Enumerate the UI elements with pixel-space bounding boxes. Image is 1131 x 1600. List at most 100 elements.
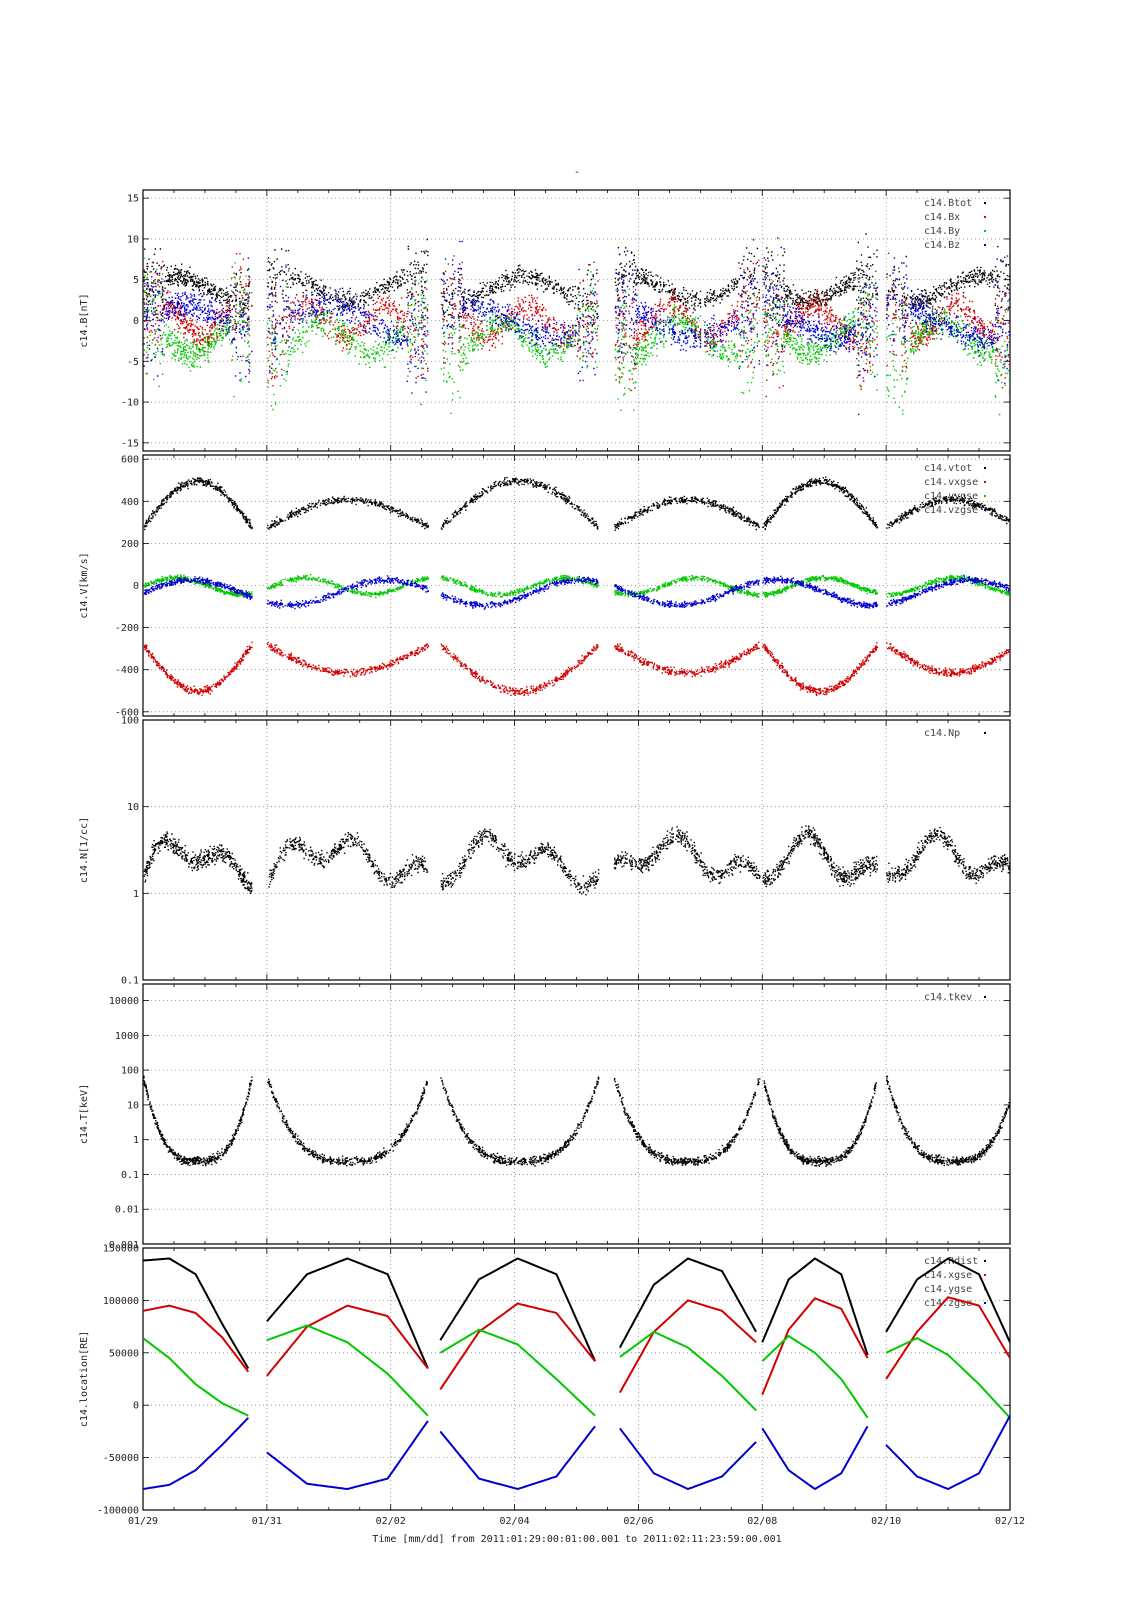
orbit-curve-x (619, 1299, 757, 1394)
legend-entry: c14.vxgse (924, 477, 978, 488)
panel-frame (142, 1247, 1011, 1511)
y-axis-label: c14.location[RE] (79, 1331, 90, 1427)
y-tick-label: -15 (121, 438, 139, 449)
legend-marker (984, 216, 986, 218)
series-points-green (143, 254, 1010, 416)
orbit-curve-z (1022, 1442, 1090, 1486)
panel-B: -15 -10 -5 0 5 10 15 c14.B[nT] c14.Btot c14.Bx c14… (79, 189, 1011, 452)
orbit-curve-y (761, 1334, 869, 1419)
x-tick-label: 02/08 (747, 1516, 777, 1527)
legend-entry: c14.Bz (924, 240, 960, 251)
x-tick-label: 02/06 (623, 1516, 653, 1527)
panel-location: -100000 -50000 0 50000 100000 150000 c14.locat… (79, 1244, 1090, 1517)
y-tick-label: -5 (127, 357, 139, 368)
y-tick-label: 0.1 (121, 976, 139, 987)
y-tick-label: -400 (115, 665, 139, 676)
panel-N: 0.1 1 10 100 c14.N[1/cc] c14.Np (79, 716, 1011, 987)
series-points-black (143, 1075, 1010, 1167)
orbit-curve-z (439, 1425, 596, 1491)
orbit-curve-z (266, 1420, 429, 1491)
x-axis: 01/29 01/31 02/02 02/04 02/06 02/08 02/10 02/12 (128, 1516, 1025, 1527)
orbit-curve-y (1022, 1342, 1090, 1374)
legend-marker (984, 244, 986, 246)
orbit-curve-y (439, 1328, 596, 1417)
orbit-curve-x (885, 1296, 1010, 1380)
y-tick-label: -600 (115, 707, 139, 718)
legend-marker (984, 202, 986, 204)
y-tick-label: -10 (121, 398, 139, 409)
series-points-black (143, 825, 1010, 896)
y-tick-label: 400 (121, 497, 139, 508)
series-points-black (143, 476, 1010, 531)
x-tick-label: 02/10 (871, 1516, 901, 1527)
legend-entry: c14.ygse (924, 1284, 972, 1295)
plot-area (143, 825, 1010, 896)
orbit-curve-y (619, 1330, 757, 1412)
legend-entry: c14.zgse (924, 1298, 972, 1309)
figure-title: - (574, 167, 580, 178)
orbit-curve-z (143, 1417, 250, 1490)
x-axis-title: Time [mm/dd] from 2011:01:29:00:01:00.00… (372, 1534, 781, 1545)
legend-entry: c14.vzgse (924, 505, 978, 516)
legend-entry: c14.Bx (924, 212, 960, 223)
legend-marker (984, 1274, 986, 1276)
orbit-curve-R (143, 1257, 250, 1370)
legend-entry: c14.Rdist (924, 1256, 978, 1267)
y-tick-label: 50000 (109, 1348, 139, 1359)
y-axis-label: c14.B[nT] (79, 293, 90, 347)
orbit-curve-R (885, 1257, 1010, 1343)
plot-area (143, 476, 1010, 697)
y-tick-label: 100000 (103, 1296, 139, 1307)
orbit-curve-x (1022, 1297, 1090, 1382)
y-tick-label: 0 (133, 316, 139, 327)
orbit-curve-y (885, 1336, 1010, 1419)
orbit-curve-R (439, 1257, 597, 1362)
plot-area (143, 233, 1010, 416)
y-tick-label: 0 (133, 1401, 139, 1412)
plot-area (143, 1257, 1090, 1491)
y-tick-label: 100 (121, 716, 139, 727)
y-tick-label: 10 (127, 1100, 139, 1111)
legend-entry: c14.vtot (924, 463, 972, 474)
y-axis-label: c14.T[keV] (79, 1084, 90, 1144)
x-tick-label: 02/04 (500, 1516, 530, 1527)
y-tick-label: -200 (115, 623, 139, 634)
legend-marker (984, 1260, 986, 1262)
panels: -15-10-5051015c14.B[nT]c14.Btotc14.Bxc14… (79, 189, 1090, 1517)
x-tick-label: 01/31 (252, 1516, 282, 1527)
y-tick-label: 10 (127, 234, 139, 245)
legend-marker (984, 996, 986, 998)
y-axis-label: c14.V[km/s] (79, 552, 90, 618)
plot-area (143, 1075, 1010, 1167)
y-tick-label: 600 (121, 455, 139, 466)
y-tick-label: 1000 (115, 1031, 139, 1042)
legend-entry: c14.Np (924, 728, 960, 739)
orbit-curve-x (266, 1304, 429, 1377)
series-points-black (143, 233, 1010, 345)
orbit-curve-R (761, 1257, 869, 1356)
legend-entry: c14.Btot (924, 198, 972, 209)
orbit-curve-y (266, 1324, 429, 1417)
orbit-curve-x (761, 1297, 869, 1396)
x-tick-label: 02/02 (376, 1516, 406, 1527)
panel-V: -600 -400 -200 0 200 400 600 c14.V[km/s] c14.vto… (79, 454, 1011, 718)
legend-entry: c14.tkev (924, 992, 972, 1003)
legend-marker (984, 1302, 986, 1304)
orbit-curve-z (761, 1425, 869, 1491)
legend-marker (984, 481, 986, 483)
y-tick-label: 200 (121, 539, 139, 550)
y-tick-label: 1 (133, 1135, 139, 1146)
y-tick-label: 15 (127, 194, 139, 205)
y-tick-label: 150000 (103, 1244, 139, 1255)
x-tick-label: 02/12 (995, 1516, 1025, 1527)
y-tick-label: 1 (133, 889, 139, 900)
legend-marker (984, 467, 986, 469)
panel-frame (142, 719, 1011, 981)
orbit-curve-R (266, 1257, 429, 1369)
legend-entry: c14.By (924, 226, 960, 237)
y-tick-label: -100000 (97, 1506, 139, 1517)
y-tick-label: 0.1 (121, 1170, 139, 1181)
x-tick-label: 01/29 (128, 1516, 158, 1527)
y-tick-label: 10000 (109, 996, 139, 1007)
